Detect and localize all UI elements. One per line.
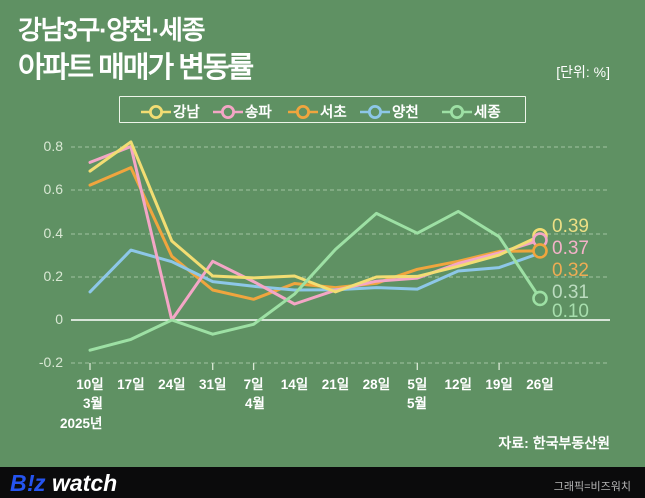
svg-text:5일: 5일 xyxy=(407,377,427,392)
svg-text:26일: 26일 xyxy=(526,377,553,392)
svg-text:28일: 28일 xyxy=(363,377,390,392)
svg-text:2025년: 2025년 xyxy=(60,416,102,431)
svg-text:0.37: 0.37 xyxy=(552,238,589,259)
svg-text:자료: 한국부동산원: 자료: 한국부동산원 xyxy=(498,435,610,451)
svg-text:31일: 31일 xyxy=(199,377,226,392)
svg-text:watch: watch xyxy=(52,470,117,496)
svg-text:7일: 7일 xyxy=(244,377,264,392)
svg-text:z: z xyxy=(33,470,46,496)
svg-text:0.8: 0.8 xyxy=(44,138,64,154)
svg-text:-0.2: -0.2 xyxy=(39,354,63,370)
svg-text:19일: 19일 xyxy=(485,377,512,392)
svg-text:0.32: 0.32 xyxy=(552,260,589,281)
svg-text:0.4: 0.4 xyxy=(44,225,64,241)
svg-text:4월: 4월 xyxy=(245,395,265,411)
svg-text:21일: 21일 xyxy=(322,377,349,392)
svg-text:0.39: 0.39 xyxy=(552,216,589,237)
svg-text:0: 0 xyxy=(55,311,63,327)
svg-text:12일: 12일 xyxy=(444,377,471,392)
svg-text:3월: 3월 xyxy=(83,395,103,411)
svg-text:0.10: 0.10 xyxy=(552,301,589,322)
svg-text:5월: 5월 xyxy=(407,395,427,411)
svg-text:0.2: 0.2 xyxy=(44,268,64,284)
svg-text:24일: 24일 xyxy=(158,377,185,392)
svg-text:14일: 14일 xyxy=(281,377,308,392)
svg-text:0.6: 0.6 xyxy=(44,181,64,197)
svg-text:10일: 10일 xyxy=(76,377,103,392)
svg-text:0.31: 0.31 xyxy=(552,282,589,303)
svg-text:B: B xyxy=(10,470,27,496)
svg-text:17일: 17일 xyxy=(117,377,144,392)
